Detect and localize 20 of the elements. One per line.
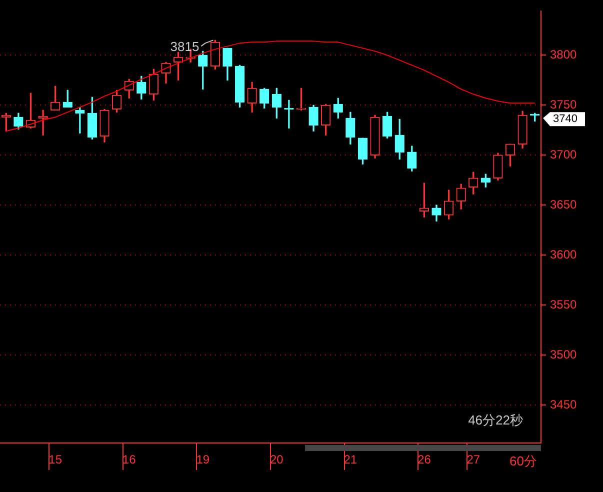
x-tick-label: 26 <box>418 452 432 467</box>
y-tick-label: 3650 <box>550 197 578 212</box>
candlestick <box>75 106 85 134</box>
x-tick-label: 27 <box>466 452 480 467</box>
annotation: 3815 <box>170 38 200 54</box>
y-tick-label: 3450 <box>550 397 578 412</box>
y-tick-label: 3500 <box>550 347 578 362</box>
text: 3740 <box>553 113 578 126</box>
x-tick-label: 20 <box>270 452 284 467</box>
y-tick-label: 3800 <box>550 47 578 62</box>
x-tick-label: 15 <box>48 452 62 467</box>
y-tick-label: 3600 <box>550 247 578 262</box>
annotation: 46分22秒 <box>468 412 523 428</box>
y-tick-label: 3700 <box>550 147 578 162</box>
x-tick-label: 21 <box>344 452 358 467</box>
y-tick-label: 3550 <box>550 297 578 312</box>
y-tick-label: 3750 <box>550 97 578 112</box>
x-tick-label: 16 <box>122 452 136 467</box>
text: 60分 <box>510 454 537 469</box>
x-tick-label: 19 <box>196 452 210 467</box>
